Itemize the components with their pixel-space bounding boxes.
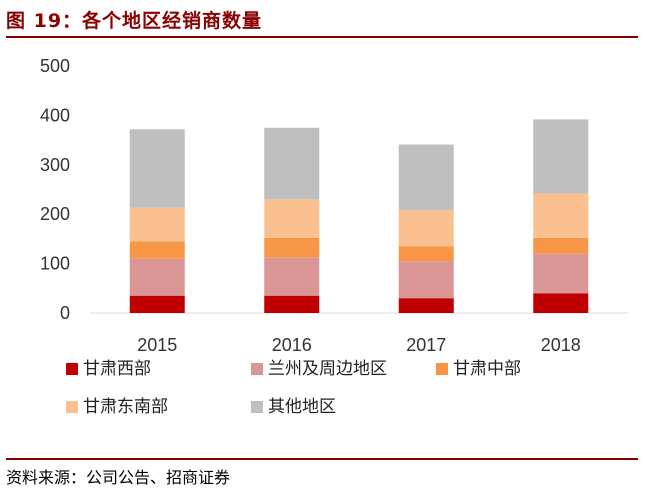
- bar-segment-1-2: [398, 261, 454, 299]
- x-tick-label: 2015: [137, 335, 177, 355]
- bar-segment-4-1: [264, 127, 320, 200]
- x-tick-label: 2016: [272, 335, 312, 355]
- title-rule: [6, 36, 638, 38]
- y-tick-label: 0: [60, 303, 70, 323]
- bar-segment-2-1: [264, 237, 320, 258]
- bar-segment-2-2: [398, 246, 454, 262]
- y-tick-label: 400: [40, 105, 70, 125]
- legend-swatch: [251, 401, 263, 413]
- bar-segment-4-0: [129, 129, 185, 208]
- figure-title: 图 19：各个地区经销商数量: [6, 10, 263, 32]
- bar-segment-3-1: [264, 199, 320, 238]
- legend-label: 兰州及周边地区: [268, 359, 387, 379]
- legend-swatch: [436, 363, 448, 375]
- bar-segment-0-1: [264, 295, 320, 313]
- bar-segment-3-2: [398, 210, 454, 247]
- bar-segment-2-0: [129, 241, 185, 259]
- y-tick-label: 100: [40, 254, 70, 274]
- bar-segment-0-3: [533, 293, 589, 313]
- legend-swatch: [66, 401, 78, 413]
- legend-label: 甘肃东南部: [83, 397, 168, 417]
- bar-segment-1-0: [129, 258, 185, 296]
- bar-segment-1-1: [264, 257, 320, 296]
- bar-segment-4-2: [398, 144, 454, 211]
- legend-label: 甘肃中部: [453, 359, 521, 379]
- legend-swatch: [66, 363, 78, 375]
- legend-swatch: [251, 363, 263, 375]
- legend-label: 其他地区: [268, 397, 336, 417]
- y-tick-label: 200: [40, 204, 70, 224]
- bar-segment-4-3: [533, 119, 589, 194]
- bar-segment-2-3: [533, 237, 589, 254]
- legend-label: 甘肃西部: [83, 359, 151, 379]
- bar-segment-3-0: [129, 207, 185, 242]
- bar-segment-0-0: [129, 295, 185, 313]
- y-tick-label: 300: [40, 155, 70, 175]
- bar-segment-1-3: [533, 253, 589, 294]
- source-note: 资料来源：公司公告、招商证券: [6, 468, 231, 487]
- x-tick-label: 2017: [406, 335, 446, 355]
- bar-segment-3-3: [533, 193, 589, 238]
- bar-segment-0-2: [398, 298, 454, 313]
- x-tick-label: 2018: [541, 335, 581, 355]
- source-rule: [6, 458, 638, 460]
- y-tick-label: 500: [40, 56, 70, 76]
